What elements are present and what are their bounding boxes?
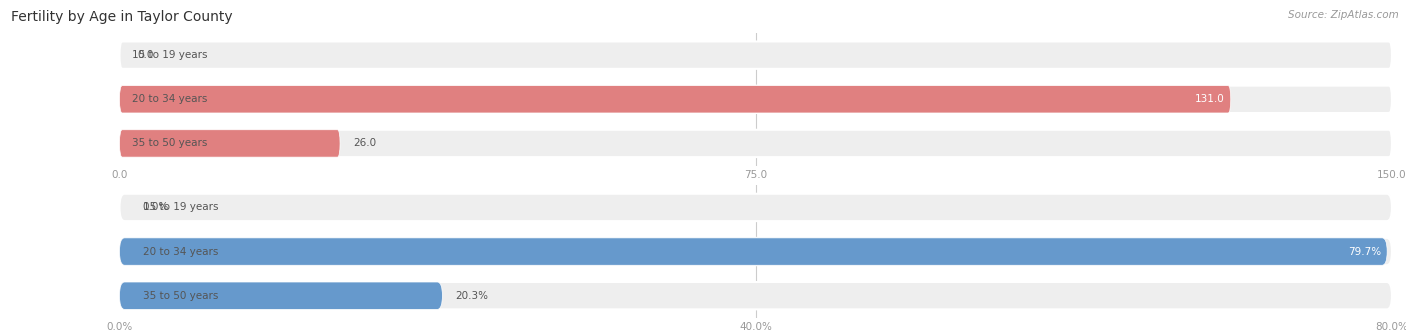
Text: 131.0: 131.0 xyxy=(1195,94,1225,104)
FancyBboxPatch shape xyxy=(120,130,340,157)
Text: 35 to 50 years: 35 to 50 years xyxy=(132,138,208,148)
Text: Source: ZipAtlas.com: Source: ZipAtlas.com xyxy=(1288,10,1399,20)
Text: 0.0%: 0.0% xyxy=(142,203,169,213)
Text: 20.3%: 20.3% xyxy=(456,291,488,301)
FancyBboxPatch shape xyxy=(120,41,1392,69)
FancyBboxPatch shape xyxy=(120,282,443,309)
FancyBboxPatch shape xyxy=(120,282,1392,309)
FancyBboxPatch shape xyxy=(120,238,1392,265)
Text: 79.7%: 79.7% xyxy=(1348,247,1381,257)
Text: 35 to 50 years: 35 to 50 years xyxy=(143,291,219,301)
Text: 26.0: 26.0 xyxy=(353,138,375,148)
FancyBboxPatch shape xyxy=(120,86,1230,113)
Text: 20 to 34 years: 20 to 34 years xyxy=(132,94,208,104)
FancyBboxPatch shape xyxy=(120,194,1392,221)
FancyBboxPatch shape xyxy=(120,130,1392,157)
Text: 15 to 19 years: 15 to 19 years xyxy=(132,50,208,60)
Text: 0.0: 0.0 xyxy=(138,50,153,60)
FancyBboxPatch shape xyxy=(120,86,1392,113)
Text: 20 to 34 years: 20 to 34 years xyxy=(143,247,219,257)
Text: Fertility by Age in Taylor County: Fertility by Age in Taylor County xyxy=(11,10,233,24)
Text: 15 to 19 years: 15 to 19 years xyxy=(143,203,219,213)
FancyBboxPatch shape xyxy=(120,238,1388,265)
